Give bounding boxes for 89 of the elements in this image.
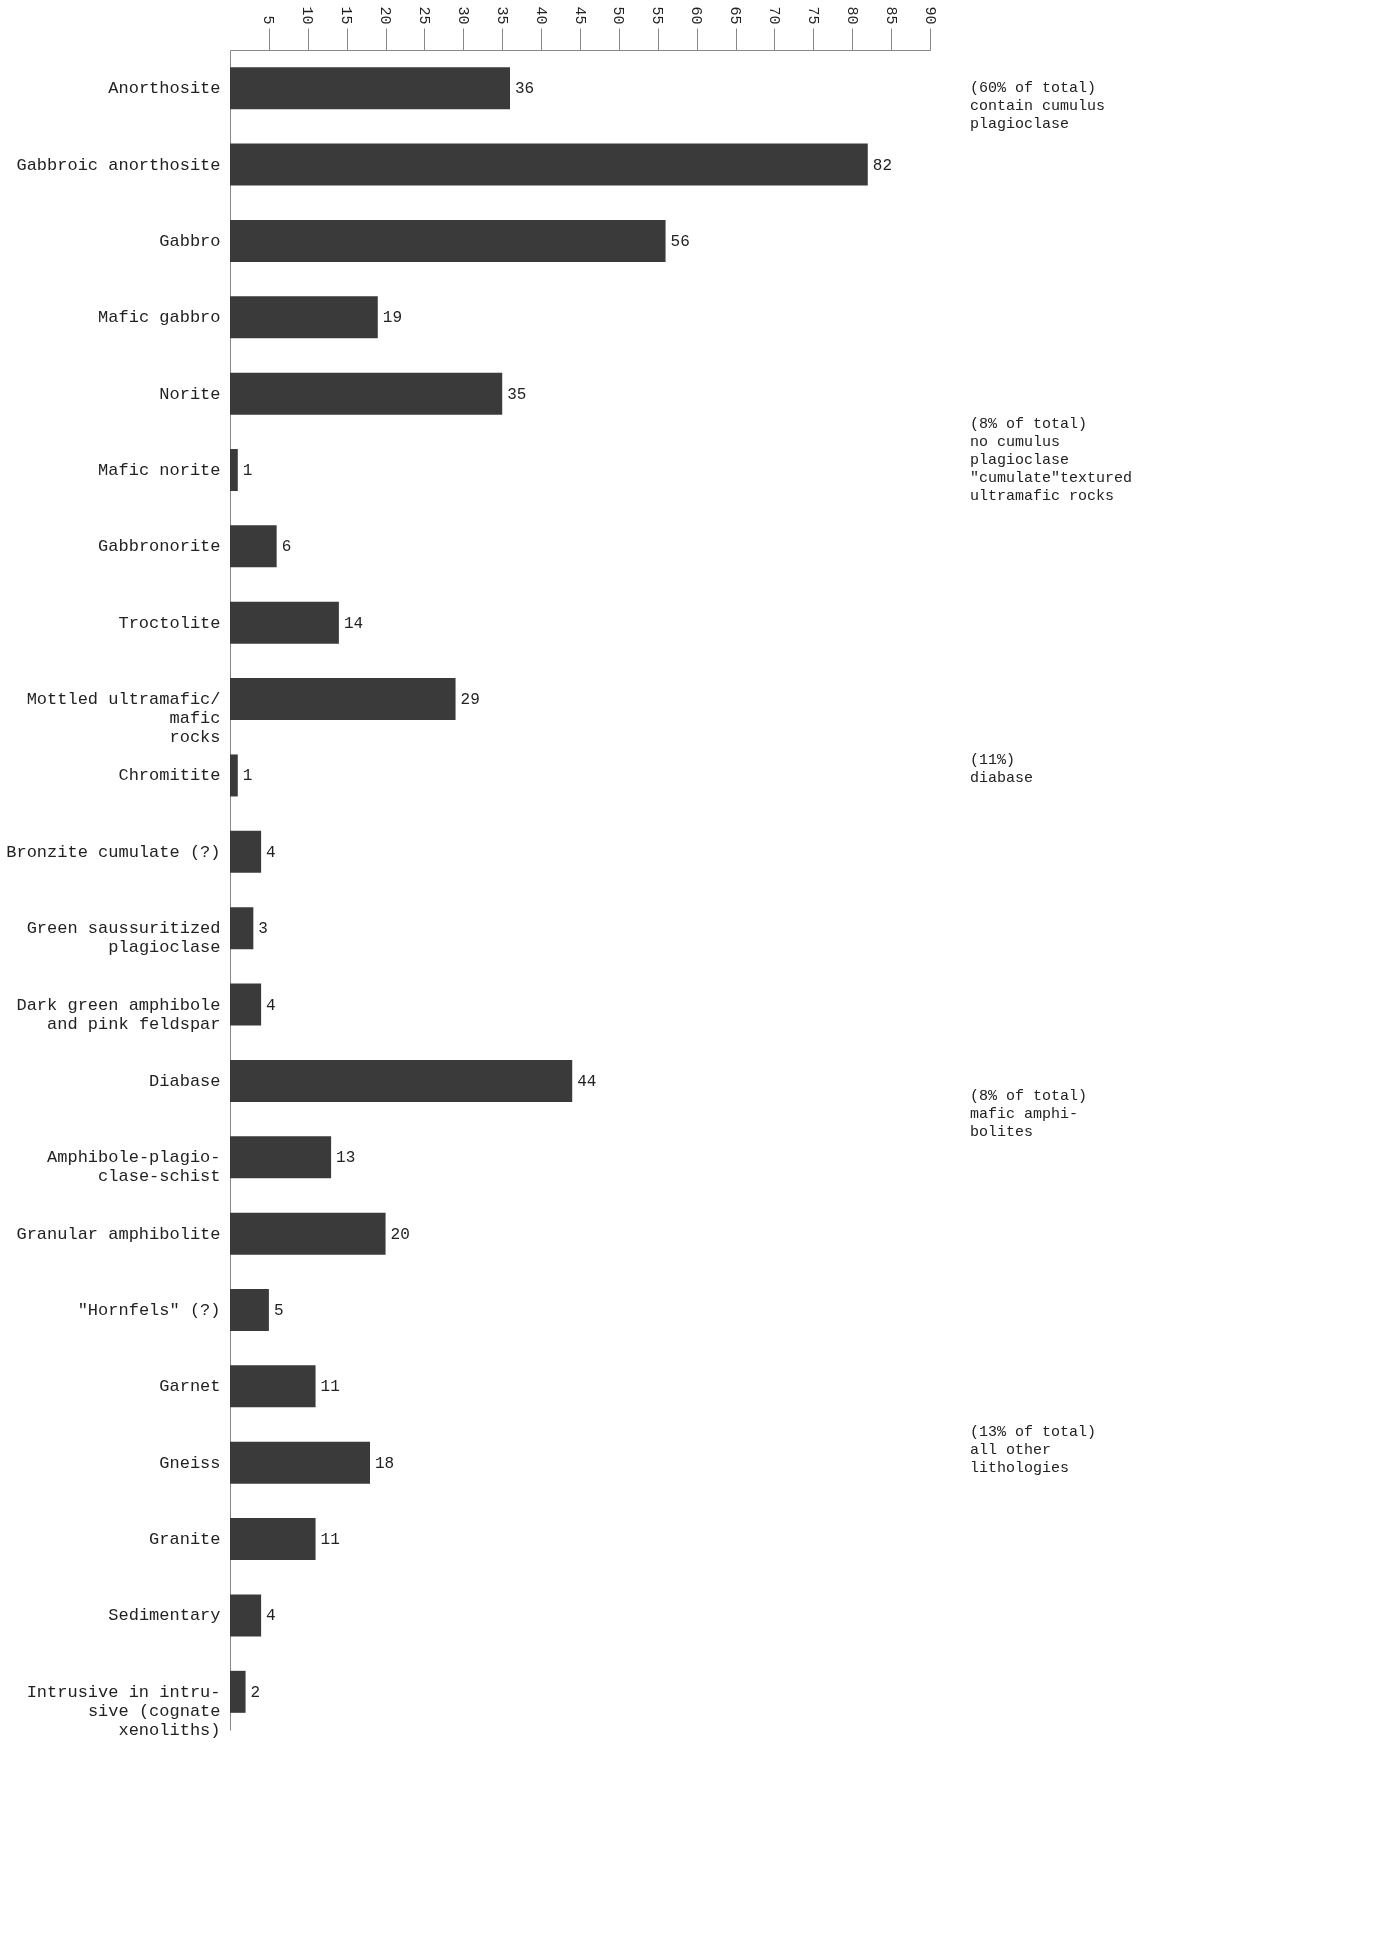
- bar: [230, 1670, 246, 1713]
- y-tick-label: Mafic gabbro: [98, 308, 221, 328]
- bar: [230, 754, 238, 797]
- bar: [230, 1365, 316, 1408]
- data-label: 20: [390, 1225, 410, 1244]
- text: (60% of total) contain cumulus plagioclase: [970, 80, 1106, 133]
- text: (8% of total) mafic amphi- bolites: [970, 1088, 1088, 1141]
- y-tick-label: Gneiss: [159, 1453, 221, 1473]
- data-label: 29: [460, 691, 480, 710]
- x-tick-label: 55: [648, 6, 666, 25]
- data-label: 2: [250, 1683, 261, 1702]
- y-tick-label: Gabbronorite: [98, 537, 221, 557]
- x-tick-label: 30: [453, 6, 471, 25]
- data-label: 82: [872, 156, 892, 175]
- bar: [230, 219, 666, 262]
- y-tick-label: Intrusive in intru- sive (cognate xenoliths): [26, 1682, 221, 1740]
- x-tick-label: 45: [570, 6, 588, 25]
- data-label: 1: [242, 462, 253, 480]
- bar: [230, 601, 339, 644]
- y-tick-label: Mottled ultramafic/ mafic rocks: [26, 690, 221, 748]
- x-tick-label: 10: [298, 6, 316, 25]
- x-tick-label: 60: [687, 6, 705, 25]
- y-tick-label: Chromitite: [118, 766, 221, 786]
- data-label: 6: [281, 538, 292, 557]
- y-tick-label: Amphibole-plagio- clase-schist: [47, 1148, 221, 1187]
- data-label: 13: [336, 1149, 356, 1168]
- bar: [230, 67, 510, 110]
- y-tick-label: Mafic norite: [98, 461, 221, 480]
- bar: [230, 678, 456, 721]
- y-tick-label: Dark green amphibole and pink feldspar: [16, 995, 221, 1034]
- text: (11%) diabase: [970, 752, 1034, 787]
- x-tick-label: 5: [259, 15, 277, 25]
- data-label: 19: [382, 309, 402, 328]
- x-tick-label: 65: [726, 6, 744, 25]
- y-tick-label: Diabase: [149, 1071, 221, 1091]
- x-tick-label: 75: [803, 6, 821, 25]
- data-label: 4: [266, 843, 276, 862]
- y-tick-label: "Hornfels" (?): [77, 1301, 221, 1320]
- y-tick-label: Granite: [149, 1530, 221, 1550]
- y-tick-label: Garnet: [159, 1377, 221, 1397]
- data-label: 56: [670, 232, 690, 251]
- y-tick-label: Norite: [159, 384, 221, 404]
- data-label: 4: [266, 1607, 276, 1626]
- data-label: 36: [515, 80, 535, 99]
- text: (8% of total) no cumulus plagioclase "cumulate"textured ultramafic rocks: [970, 416, 1133, 505]
- x-tick-label: 20: [376, 6, 394, 25]
- y-tick-label: Sedimentary: [108, 1606, 221, 1626]
- bar: [230, 1212, 386, 1255]
- data-label: 1: [242, 767, 253, 786]
- bar: [230, 830, 262, 873]
- bar: [230, 296, 378, 339]
- y-tick-label: Anorthosite: [108, 79, 221, 99]
- x-tick-label: 90: [920, 6, 938, 25]
- data-label: 3: [258, 920, 268, 939]
- bar: [230, 1136, 332, 1179]
- data-label: 35: [507, 385, 527, 404]
- x-tick-label: 70: [764, 6, 782, 25]
- x-tick-label: 85: [881, 6, 899, 25]
- data-label: 5: [273, 1302, 284, 1320]
- data-label: 14: [343, 614, 364, 633]
- bar: [230, 983, 262, 1026]
- data-label: 11: [320, 1531, 340, 1550]
- x-tick-label: 25: [414, 6, 432, 25]
- bar: [230, 1594, 262, 1637]
- x-tick-label: 80: [842, 6, 860, 25]
- y-tick-label: Granular amphibolite: [16, 1224, 221, 1244]
- x-tick-label: 15: [337, 6, 355, 25]
- y-tick-label: Bronzite cumulate (?): [6, 842, 221, 862]
- bar: [230, 1441, 370, 1484]
- bar: [230, 525, 277, 568]
- y-tick-label: Troctolite: [118, 613, 221, 633]
- bar: [230, 143, 868, 186]
- bar: [230, 1059, 573, 1102]
- y-tick-label: Gabbroic anorthosite: [16, 155, 221, 175]
- y-tick-label: Green saussuritized plagioclase: [26, 919, 221, 958]
- x-tick-label: 35: [492, 6, 510, 25]
- data-label: 4: [266, 996, 276, 1015]
- bar: [230, 449, 238, 491]
- data-label: 11: [320, 1378, 340, 1397]
- x-tick-label: 50: [609, 6, 627, 25]
- x-tick-label: 40: [531, 6, 549, 25]
- bar: [230, 1289, 269, 1331]
- y-tick-label: Gabbro: [159, 231, 221, 251]
- bar: [230, 907, 254, 950]
- bar: [230, 1518, 316, 1561]
- text: (13% of total) all other lithologies: [970, 1424, 1097, 1477]
- data-label: 18: [375, 1454, 395, 1473]
- data-label: 44: [577, 1072, 597, 1091]
- bar: [230, 372, 503, 415]
